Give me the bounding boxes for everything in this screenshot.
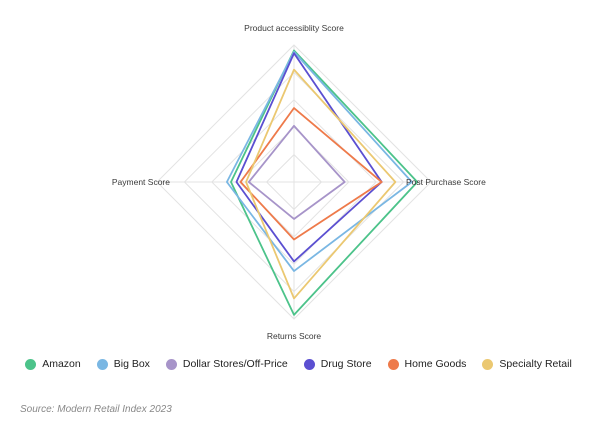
axis-labels: Product accessiblity Score Post Purchase … [112, 23, 486, 341]
series-line-big-box[interactable] [225, 50, 413, 272]
legend-label: Home Goods [404, 358, 467, 370]
series-line-home-goods[interactable] [239, 107, 383, 241]
legend-swatch-icon [165, 358, 177, 370]
legend-item[interactable]: Amazon [25, 358, 81, 370]
series-line-dollar-stores-off-price[interactable] [247, 124, 346, 220]
legend-item[interactable]: Big Box [96, 358, 150, 370]
legend-swatch-icon [25, 358, 37, 370]
legend-swatch-icon [482, 358, 494, 370]
series-line-amazon[interactable] [230, 49, 419, 316]
legend-label: Dollar Stores/Off-Price [182, 358, 288, 370]
legend-item[interactable]: Specialty Retail [482, 358, 572, 370]
axis-label: Product accessiblity Score [244, 23, 344, 33]
series-line-specialty-retail[interactable] [245, 68, 397, 300]
legend-label: Specialty Retail [499, 358, 572, 370]
axis-label: Payment Score [112, 177, 170, 187]
legend-label: Amazon [42, 358, 81, 370]
axis-label: Returns Score [267, 331, 322, 341]
legend-item[interactable]: Drug Store [303, 358, 372, 370]
series-line-drug-store[interactable] [235, 52, 383, 263]
legend-swatch-icon [96, 358, 108, 370]
legend-item[interactable]: Home Goods [387, 358, 467, 370]
source-note: Source: Modern Retail Index 2023 [20, 404, 172, 415]
legend-label: Drug Store [320, 358, 372, 370]
radar-series [225, 49, 419, 316]
legend-item[interactable]: Dollar Stores/Off-Price [165, 358, 288, 370]
legend-label: Big Box [113, 358, 150, 370]
legend-swatch-icon [387, 358, 399, 370]
radar-chart: Product accessiblity Score Post Purchase … [112, 23, 486, 341]
axis-label: Post Purchase Score [406, 177, 486, 187]
radar-grid [156, 44, 432, 320]
legend: Amazon Big Box Dollar Stores/Off-Price Drug… [0, 358, 597, 370]
legend-swatch-icon [303, 358, 315, 370]
